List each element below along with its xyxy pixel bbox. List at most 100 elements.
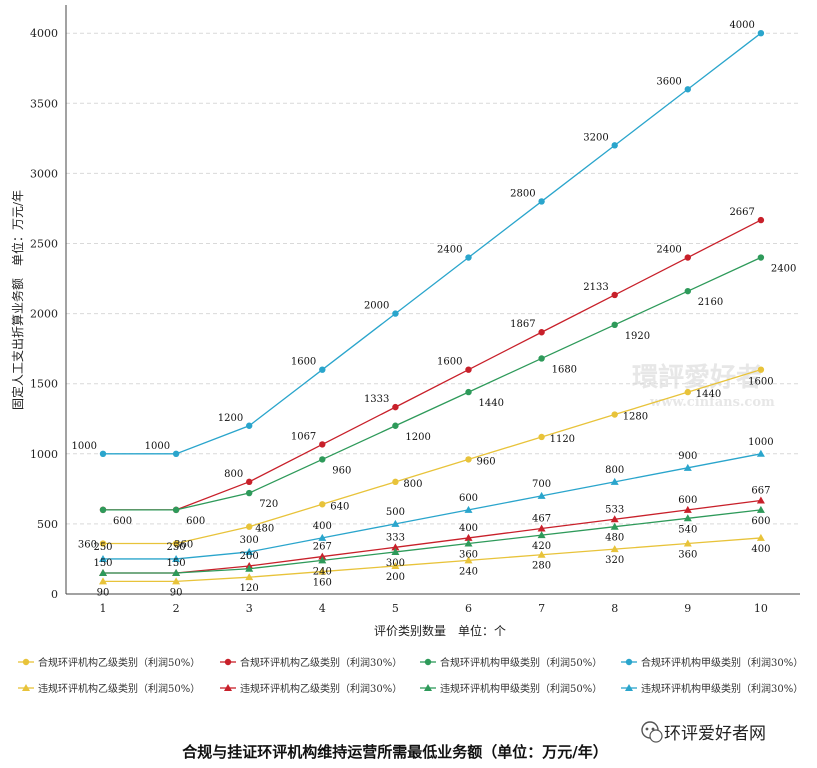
legend-item: 违规环评机构甲级类别（利润30%） (621, 682, 803, 695)
data-point (683, 505, 692, 513)
data-point (464, 539, 473, 547)
series-line (103, 537, 761, 583)
legend: 合规环评机构乙级类别（利润50%） 合规环评机构乙级类别（利润30%） 合规环评机构… (18, 656, 803, 695)
data-point (465, 254, 472, 261)
data-point (756, 533, 765, 541)
data-point (756, 505, 765, 513)
legend-label: 合规环评机构甲级类别（利润30%） (641, 656, 803, 669)
data-point (391, 561, 400, 569)
data-label: 667 (751, 485, 770, 496)
data-label: 1600 (437, 357, 462, 368)
legend-marker (424, 658, 432, 666)
data-point (611, 142, 618, 149)
data-point (610, 515, 619, 523)
data-label: 3600 (656, 76, 681, 87)
legend-marker (625, 658, 633, 666)
data-label: 480 (255, 524, 274, 535)
data-label: 360 (678, 550, 697, 561)
x-tick-label: 10 (754, 602, 768, 615)
data-label: 600 (459, 493, 478, 504)
data-point (537, 531, 546, 539)
data-label: 420 (532, 541, 551, 552)
x-tick-label: 9 (684, 602, 691, 615)
data-label: 240 (313, 566, 332, 577)
data-label: 90 (170, 587, 183, 598)
y-tick-label: 2000 (30, 308, 58, 321)
data-label: 1000 (72, 441, 97, 452)
data-label: 2800 (510, 188, 535, 199)
data-label: 960 (332, 465, 351, 476)
data-point (99, 554, 107, 562)
data-label: 2160 (698, 297, 723, 308)
data-label: 1680 (552, 364, 577, 375)
series-line (103, 219, 762, 511)
data-label: 200 (240, 551, 259, 562)
data-label: 300 (386, 558, 405, 569)
data-label: 2400 (656, 245, 681, 256)
legend-item: 违规环评机构乙级类别（利润30%） (220, 682, 402, 695)
data-point (684, 388, 691, 396)
data-point (611, 321, 618, 329)
data-point (756, 496, 765, 504)
data-label: 400 (313, 521, 332, 532)
data-label: 2400 (771, 264, 796, 275)
data-label: 600 (678, 495, 697, 506)
data-label: 600 (751, 516, 770, 527)
data-label: 2000 (364, 301, 389, 312)
data-label: 150 (93, 558, 112, 569)
data-point (245, 547, 254, 555)
legend-item: 违规环评机构乙级类别（利润50%） (18, 682, 200, 695)
data-label: 2667 (729, 207, 754, 218)
x-tick-label: 7 (538, 602, 545, 615)
legend-label: 合规环评机构乙级类别（利润30%） (240, 656, 402, 669)
data-point (99, 568, 107, 576)
data-label: 150 (167, 558, 186, 569)
data-point (610, 477, 619, 485)
data-label: 2400 (437, 245, 462, 256)
data-label: 120 (240, 583, 259, 594)
data-point (392, 478, 399, 486)
data-point (610, 522, 619, 530)
data-point (464, 533, 473, 541)
data-label: 1120 (550, 434, 575, 445)
data-point (172, 577, 181, 585)
x-tick-label: 6 (465, 602, 472, 615)
data-point (611, 291, 618, 299)
data-label: 1867 (510, 319, 535, 330)
x-tick-label: 8 (611, 602, 618, 615)
data-point (465, 366, 472, 373)
data-label: 333 (386, 532, 405, 543)
legend-label: 违规环评机构乙级类别（利润30%） (240, 682, 402, 695)
y-tick-label: 3500 (30, 97, 58, 110)
series-line (103, 453, 762, 560)
brand-name: 环评爱好者网 (664, 724, 766, 744)
data-label: 160 (313, 578, 332, 589)
data-point (391, 519, 400, 527)
data-point (318, 533, 327, 541)
data-label: 280 (532, 561, 551, 572)
data-label: 600 (186, 516, 205, 527)
x-tick-label: 5 (392, 602, 399, 615)
y-tick-label: 0 (51, 588, 58, 601)
data-label: 700 (532, 479, 551, 490)
data-point (246, 523, 253, 530)
data-label: 1600 (748, 377, 773, 388)
data-point (391, 543, 400, 551)
data-point (319, 366, 326, 373)
data-point (684, 86, 691, 93)
data-label: 1280 (623, 412, 648, 423)
series-line (103, 32, 762, 455)
data-point (246, 478, 253, 486)
data-label: 600 (113, 516, 132, 527)
data-point (245, 564, 254, 572)
data-label: 3200 (583, 132, 608, 143)
y-tick-label: 1000 (30, 448, 58, 461)
data-point (318, 556, 327, 564)
data-point (99, 450, 107, 457)
data-label: 720 (259, 499, 278, 510)
data-point (538, 355, 545, 362)
data-point (538, 433, 545, 441)
data-point (684, 254, 691, 261)
data-label: 2133 (583, 282, 608, 293)
